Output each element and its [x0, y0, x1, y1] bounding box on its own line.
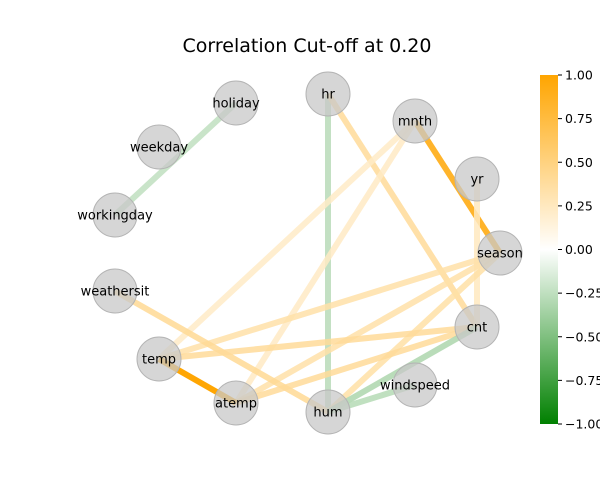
node-windspeed	[392, 362, 438, 408]
node-label-weekday: weekday	[130, 141, 188, 156]
colorbar-tick-label: 1.00	[565, 68, 593, 83]
node-label-yr: yr	[470, 173, 484, 188]
node-weekday	[136, 124, 182, 170]
edge-cnt-temp	[158, 324, 478, 362]
node-mnth	[392, 98, 438, 144]
edge-mnth-temp	[156, 118, 418, 362]
node-cnt	[454, 304, 500, 350]
colorbar: 1.00 0.75 0.50 0.25 0.00 −0.25 −0.50 −0.75 −1.00	[540, 68, 600, 432]
colorbar-tick-label: 0.50	[565, 155, 593, 170]
node-weathersit	[92, 268, 138, 314]
chart-title: Correlation Cut-off at 0.20	[183, 35, 432, 57]
node-season	[477, 230, 523, 276]
node-yr	[454, 156, 500, 202]
node-label-workingday: workingday	[77, 209, 153, 224]
colorbar-tick-label: −1.00	[565, 417, 600, 432]
colorbar-tick-label: −0.25	[565, 286, 600, 301]
node-hum	[305, 389, 351, 435]
colorbar-gradient	[540, 75, 558, 424]
node-label-hr: hr	[321, 88, 335, 103]
node-label-holiday: holiday	[212, 97, 260, 112]
node-workingday	[92, 192, 138, 238]
edge-cnt-atemp	[235, 324, 478, 406]
edge-season-temp	[158, 250, 501, 362]
colorbar-tick-label: 0.00	[565, 242, 593, 257]
edge-hr-cnt	[325, 92, 480, 329]
colorbar-tick-label: −0.50	[565, 329, 600, 344]
node-label-season: season	[477, 247, 523, 262]
node-temp	[136, 336, 182, 382]
node-label-cnt: cnt	[467, 321, 487, 336]
edge-mnth-atemp	[233, 119, 418, 405]
colorbar-ticks: 1.00 0.75 0.50 0.25 0.00 −0.25 −0.50 −0.75 −1.00	[558, 68, 600, 432]
node-holiday	[213, 80, 259, 126]
node-atemp	[213, 380, 259, 426]
nodes-layer: holiday hr mnth weekday yr workingday season we…	[77, 71, 523, 435]
node-label-mnth: mnth	[398, 115, 432, 130]
colorbar-tick-label: 0.25	[565, 198, 593, 213]
node-label-atemp: atemp	[215, 397, 257, 412]
node-label-weathersit: weathersit	[81, 285, 150, 300]
colorbar-tick-label: 0.75	[565, 111, 593, 126]
node-label-temp: temp	[142, 353, 176, 368]
edge-season-atemp	[234, 250, 502, 406]
colorbar-tick-label: −0.75	[565, 373, 600, 388]
node-label-hum: hum	[313, 406, 342, 421]
node-hr	[305, 71, 351, 117]
node-label-windspeed: windspeed	[380, 379, 450, 394]
